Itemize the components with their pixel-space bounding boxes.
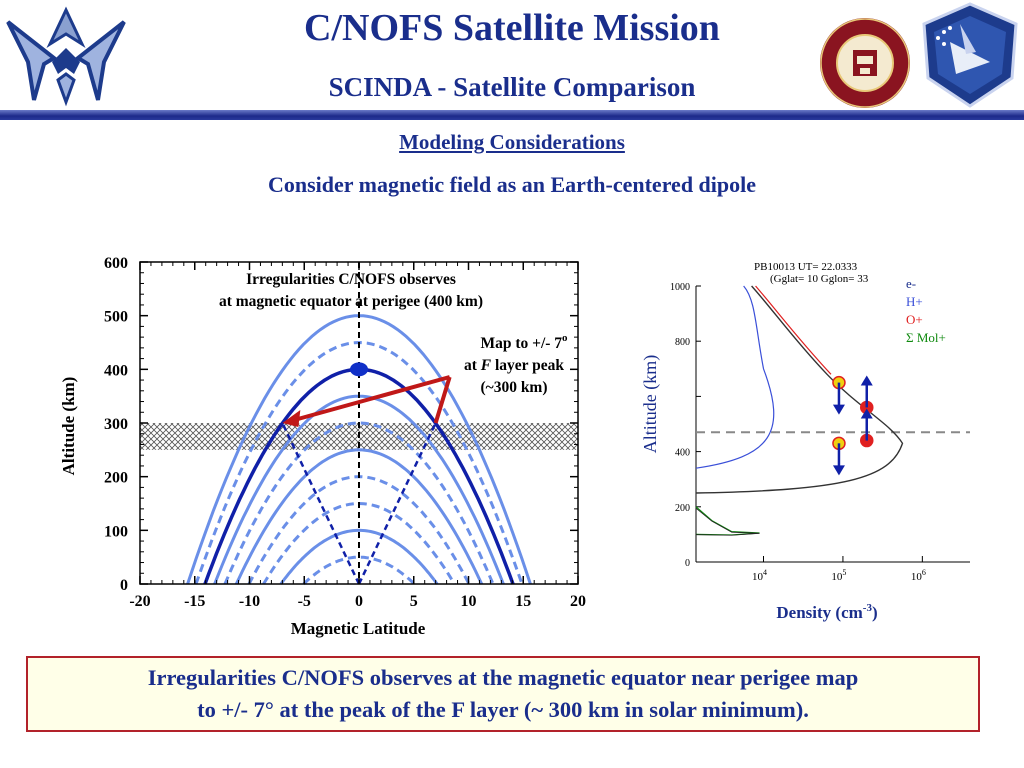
- density-y-tick-label: 800: [675, 337, 690, 348]
- x-tick-label: 0: [355, 593, 363, 610]
- drift-arrowhead: [832, 404, 845, 415]
- perigee-point: [350, 362, 368, 377]
- density-x-axis-label: Density (cm-3): [776, 602, 877, 622]
- legend-entry: e-: [906, 276, 916, 291]
- y-axis-label: Altitude (km): [59, 377, 78, 476]
- legend-entry: O+: [906, 312, 923, 327]
- lead-text: Consider magnetic field as an Earth-cent…: [267, 172, 757, 197]
- drift-arrowhead: [832, 465, 845, 476]
- legend-entry: Σ Mol+: [906, 330, 946, 345]
- annotation-right-line1: Map to +/- 7o: [480, 332, 568, 352]
- x-tick-label: -5: [298, 593, 311, 610]
- mapping-arrow: [293, 375, 451, 422]
- y-tick-label: 300: [104, 416, 128, 433]
- mapping-arrowhead: [282, 410, 301, 427]
- y-tick-label: 500: [104, 309, 128, 326]
- page-title: C/NOFS Satellite Mission: [304, 7, 720, 49]
- y-tick-label: 200: [104, 470, 128, 487]
- x-tick-label: 10: [461, 593, 477, 610]
- annotation-top-line2: at magnetic equator at perigee (400 km): [219, 293, 483, 310]
- density-x-tick-exponent: 5: [842, 568, 846, 577]
- section-title: Modeling Considerations: [399, 130, 625, 154]
- annotation-right-degree: o: [562, 332, 568, 344]
- summary-text: Irregularities C/NOFS observes at the ma…: [40, 662, 966, 726]
- density-y-tick-label: 0: [685, 558, 690, 569]
- density-x-axis-label-sup: -3: [863, 602, 873, 614]
- mapping-arrow-right: [433, 376, 452, 424]
- density-plot-title-line2: (Gglat= 10 Gglon= 33: [770, 273, 869, 285]
- legend-entry: H+: [906, 294, 923, 309]
- annotation-right-line3: (~300 km): [480, 379, 547, 396]
- density-y-tick-label: 200: [675, 503, 690, 514]
- drift-arrowhead: [860, 375, 873, 386]
- density-profile-chart: PB10013 UT= 22.0333 (Gglat= 10 Gglon= 33…: [640, 244, 976, 622]
- x-tick-label: 15: [515, 593, 531, 610]
- y-tick-label: 600: [104, 255, 128, 272]
- density-y-tick-label: 400: [675, 448, 690, 459]
- y-tick-label: 400: [104, 362, 128, 379]
- annotation-right-line2-post: layer peak: [491, 357, 564, 374]
- series-line: [755, 285, 832, 375]
- density-plot-background: [658, 244, 976, 574]
- air-force-wings-logo: [6, 6, 126, 107]
- series-line: [695, 285, 775, 469]
- density-x-tick-label: 105: [831, 568, 846, 583]
- density-x-axis-label-close: ): [872, 603, 878, 622]
- density-y-tick-label: 1000: [670, 282, 690, 293]
- field-line: [234, 448, 484, 585]
- x-axis-label: Magnetic Latitude: [291, 619, 426, 638]
- summary-line-2: to +/- 7° at the peak of the F layer (~ …: [197, 697, 809, 722]
- y-tick-label: 0: [120, 577, 128, 594]
- y-tick-label: 100: [104, 523, 128, 540]
- x-tick-label: -15: [184, 593, 205, 610]
- field-line: [279, 528, 439, 585]
- series-line: [695, 285, 904, 494]
- x-tick-label: 5: [410, 593, 418, 610]
- field-line-dashed: [223, 421, 495, 585]
- density-x-tick-exponent: 4: [763, 568, 767, 577]
- series-line: [695, 507, 760, 536]
- summary-line-1: Irregularities C/NOFS observes at the ma…: [147, 665, 859, 690]
- page-subtitle: SCINDA - Satellite Comparison: [328, 72, 696, 102]
- density-x-tick-label: 104: [752, 568, 767, 583]
- annotation-top-line1: Irregularities C/NOFS observes: [246, 271, 456, 288]
- annotation-right-line2-italic: F: [480, 357, 492, 374]
- drift-arrowhead: [860, 408, 873, 419]
- density-x-tick-label: 106: [911, 568, 926, 583]
- annotation-right-line2-pre: at: [464, 357, 481, 374]
- header-divider: [0, 110, 1024, 120]
- density-x-tick-exponent: 6: [922, 568, 926, 577]
- boston-college-seal: [820, 18, 910, 108]
- x-tick-label: -10: [239, 593, 260, 610]
- x-tick-label: 20: [570, 593, 586, 610]
- density-plot-title-line1: PB10013 UT= 22.0333: [754, 261, 858, 273]
- x-tick-label: -20: [129, 593, 150, 610]
- summary-box: [26, 656, 980, 732]
- density-y-axis-label: Altitude (km): [640, 355, 661, 453]
- air-force-research-laboratory-logo: [922, 2, 1018, 108]
- density-x-axis-label-text: Density (cm: [776, 603, 862, 622]
- annotation-right-line1-text: Map to +/- 7: [480, 335, 562, 352]
- annotation-right-line2: at F layer peak: [464, 357, 564, 374]
